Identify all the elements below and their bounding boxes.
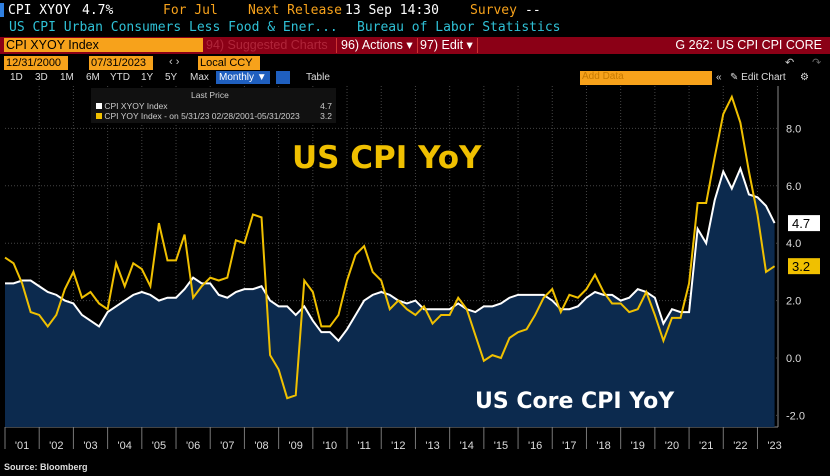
prev-next-arrows[interactable]: ‹ › xyxy=(169,56,180,68)
x-tick-label: '20 xyxy=(665,440,679,452)
collapse-icon[interactable]: « xyxy=(716,72,722,83)
chart-title: US CPI YoY xyxy=(292,140,482,176)
period-1d[interactable]: 1D xyxy=(10,72,23,83)
period-6m[interactable]: 6M xyxy=(86,72,100,83)
x-tick-label: '17 xyxy=(562,440,576,452)
headline-last-value-label: 3.2 xyxy=(792,259,810,274)
core-last-value-label: 4.7 xyxy=(792,216,810,231)
last-value: 4.7% xyxy=(82,3,114,18)
period-1y[interactable]: 1Y xyxy=(141,72,154,83)
description: US CPI Urban Consumers Less Food & Ener.… xyxy=(9,20,338,35)
legend-item-core: CPI XYOY Index 4.7 xyxy=(96,101,332,111)
edit-chart-label: Edit Chart xyxy=(741,72,786,83)
ticker: CPI XYOY xyxy=(8,3,71,18)
y-tick-label: 6.0 xyxy=(786,181,801,193)
redo-icon[interactable]: ↷ xyxy=(812,57,822,69)
x-tick-label: '08 xyxy=(254,440,268,452)
x-tick-label: '07 xyxy=(220,440,234,452)
x-tick-label: '05 xyxy=(152,440,166,452)
legend-value: 3.2 xyxy=(320,111,332,121)
survey: -- xyxy=(525,3,541,18)
annotate-label: Annotate xyxy=(627,87,662,97)
core-cpi-area xyxy=(5,168,775,427)
legend-label: CPI YOY Index - on 5/31/23 02/28/2001-05… xyxy=(104,111,300,121)
legend-label: CPI XYOY Index xyxy=(104,101,168,111)
x-tick-label: '13 xyxy=(425,440,439,452)
x-tick-label: '23 xyxy=(767,440,781,452)
edit-button[interactable]: 97) Edit ▾ xyxy=(416,38,478,53)
chart-subtitle: US Core CPI YoY xyxy=(475,389,675,414)
chart-type-icon[interactable] xyxy=(276,71,290,84)
legend-value: 4.7 xyxy=(320,101,332,111)
y-tick-label: 8.0 xyxy=(786,123,801,135)
x-tick-label: '06 xyxy=(186,440,200,452)
x-tick-label: '19 xyxy=(631,440,645,452)
legend: Last Price CPI XYOY Index 4.7 CPI YOY Ind… xyxy=(91,88,336,123)
range-bar: 12/31/2000 07/31/2023 ‹ › Local CCY ↶ ↷ xyxy=(0,56,830,71)
toolbar: CPI XYOY Index 94) Suggested Charts 96) … xyxy=(0,37,830,54)
start-date-input[interactable]: 12/31/2000 xyxy=(4,56,68,70)
currency-select[interactable]: Local CCY xyxy=(198,56,260,70)
x-tick-label: '10 xyxy=(323,440,337,452)
plot-area xyxy=(5,86,778,427)
source-note: Source: Bloomberg xyxy=(4,462,88,472)
period-ytd[interactable]: YTD xyxy=(110,72,130,83)
period-bar: 1D 3D 1M 6M YTD 1Y 5Y Max Monthly ▼ Tabl… xyxy=(0,71,830,86)
period-1m[interactable]: 1M xyxy=(60,72,74,83)
y-tick-label: 2.0 xyxy=(786,296,801,308)
period-max[interactable]: Max xyxy=(190,72,209,83)
add-data-input[interactable]: Add Data xyxy=(580,71,712,85)
x-tick-label: '12 xyxy=(391,440,405,452)
legend-item-headline: CPI YOY Index - on 5/31/23 02/28/2001-05… xyxy=(96,111,332,121)
period-3d[interactable]: 3D xyxy=(35,72,48,83)
x-tick-label: '14 xyxy=(460,440,474,452)
x-tick-label: '21 xyxy=(699,440,713,452)
x-tick-label: '11 xyxy=(357,440,371,452)
chart-name: G 262: US CPI CPI CORE xyxy=(675,38,822,52)
focus-marker xyxy=(0,3,4,17)
y-tick-label: 0.0 xyxy=(786,353,801,365)
y-tick-label: -2.0 xyxy=(786,410,805,422)
x-tick-label: '04 xyxy=(118,440,132,452)
header-row: CPI XYOY 4.7% For Jul Next Release 13 Se… xyxy=(0,3,541,20)
annotate-button[interactable]: ⁄ Annotate xyxy=(620,86,666,98)
table-button[interactable]: Table xyxy=(306,72,330,83)
x-tick-label: '16 xyxy=(528,440,542,452)
x-tick-label: '22 xyxy=(733,440,747,452)
x-tick-label: '01 xyxy=(15,440,29,452)
end-date-input[interactable]: 07/31/2023 xyxy=(89,56,153,70)
next-release: 13 Sep 14:30 xyxy=(345,3,439,18)
core-cpi-line xyxy=(5,165,776,343)
description-row: US CPI Urban Consumers Less Food & Ener.… xyxy=(9,20,561,35)
undo-icon[interactable]: ↶ xyxy=(785,57,795,69)
x-tick-label: '02 xyxy=(49,440,63,452)
x-tick-label: '15 xyxy=(494,440,508,452)
security-input[interactable]: CPI XYOY Index xyxy=(4,38,203,52)
period: For Jul xyxy=(163,3,218,18)
y-tick-label: 4.0 xyxy=(786,238,801,250)
x-tick-label: '09 xyxy=(289,440,303,452)
edit-chart-button[interactable]: ✎ Edit Chart xyxy=(730,72,786,83)
suggested-charts-button[interactable]: 94) Suggested Charts xyxy=(206,38,328,52)
core-last-value-label-box xyxy=(788,215,820,232)
x-tick-label: '18 xyxy=(596,440,610,452)
settings-icon[interactable]: ⚙ xyxy=(800,72,809,83)
frequency-select[interactable]: Monthly ▼ xyxy=(216,71,270,84)
headline-last-value-label-box xyxy=(788,258,820,275)
next-release-label: Next Release xyxy=(248,3,342,18)
x-tick-label: '03 xyxy=(83,440,97,452)
actions-button[interactable]: 96) Actions ▾ xyxy=(336,38,418,53)
data-source: Bureau of Labor Statistics xyxy=(357,20,561,35)
legend-header: Last Price xyxy=(191,90,229,100)
headline-cpi-line xyxy=(4,94,776,400)
survey-label: Survey xyxy=(470,3,517,18)
period-5y[interactable]: 5Y xyxy=(165,72,178,83)
